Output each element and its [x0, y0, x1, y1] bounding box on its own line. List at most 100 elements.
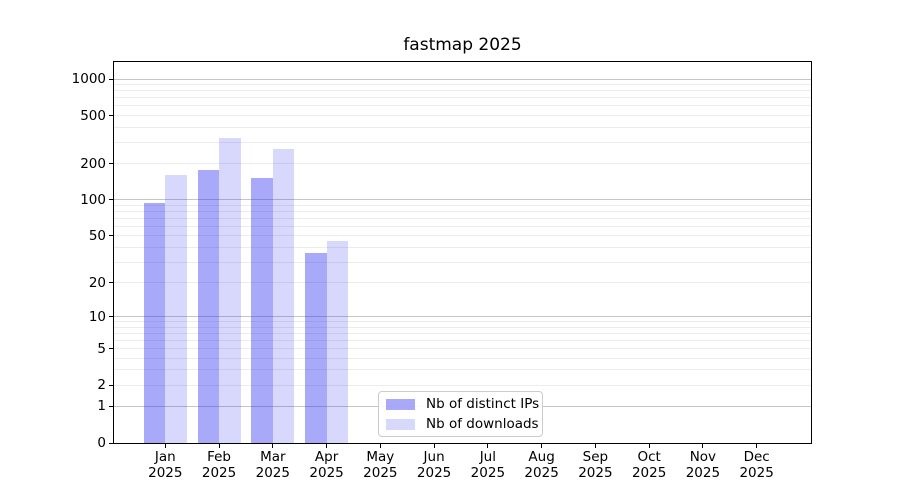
y-gridline-minor [114, 84, 811, 86]
x-tick-month: May [366, 449, 395, 465]
x-tick-year: 2025 [363, 464, 398, 481]
y-gridline-minor [114, 97, 811, 99]
y-gridline-minor [114, 126, 811, 128]
y-gridline-minor [114, 141, 811, 143]
chart-title: fastmap 2025 [403, 35, 522, 55]
y-gridline-major [114, 199, 811, 201]
y-tick-label: 20 [88, 274, 106, 291]
x-tick-month: Nov [689, 449, 717, 465]
y-tick-mark [109, 442, 113, 444]
y-gridline-minor [114, 384, 811, 386]
bar-distinct-ips [143, 202, 166, 443]
x-tick-year: 2025 [255, 464, 290, 481]
bar-downloads [219, 138, 241, 443]
legend-swatch-distinct-ips [386, 398, 415, 410]
y-tick-label: 1 [97, 398, 106, 415]
y-gridline-minor [114, 115, 811, 116]
y-tick-mark [109, 316, 113, 318]
y-gridline-minor [114, 90, 811, 92]
y-tick-label: 2 [97, 377, 106, 394]
bar-downloads [165, 174, 187, 443]
bar-downloads [272, 149, 295, 443]
y-gridline-minor [114, 225, 811, 227]
x-tick-mark [648, 444, 650, 448]
x-tick-label: Apr 2025 [297, 449, 357, 481]
y-tick-mark [109, 235, 113, 237]
legend: Nb of distinct IPs Nb of downloads [378, 391, 543, 437]
x-tick-mark [326, 444, 328, 448]
x-tick-year: 2025 [524, 464, 559, 481]
x-tick-label: Aug 2025 [512, 449, 572, 481]
y-tick-mark [109, 384, 113, 386]
y-gridline-minor [114, 235, 811, 237]
x-tick-month: Feb [207, 449, 231, 465]
x-tick-mark [218, 444, 220, 448]
legend-row-downloads: Nb of downloads [386, 415, 542, 432]
y-tick-mark [109, 115, 113, 116]
y-gridline-minor [114, 321, 811, 323]
x-tick-mark [433, 444, 435, 448]
y-tick-label: 0 [97, 435, 106, 451]
y-tick-label: 1000 [71, 71, 106, 88]
x-tick-mark [756, 444, 758, 448]
x-tick-label: Oct 2025 [619, 449, 679, 481]
x-tick-month: Jan [154, 449, 176, 465]
y-gridline-minor [114, 105, 811, 107]
x-tick-month: Apr [314, 449, 339, 465]
legend-swatch-downloads [386, 418, 415, 430]
bar-downloads [326, 241, 349, 443]
plot-area [113, 61, 812, 444]
x-tick-mark [594, 444, 596, 448]
y-gridline-minor [114, 339, 811, 341]
x-tick-month: Dec [743, 449, 770, 465]
x-tick-label: Sep 2025 [565, 449, 625, 481]
y-tick-mark [109, 348, 113, 350]
x-tick-label: Feb 2025 [189, 449, 249, 481]
y-tick-label: 5 [97, 340, 106, 357]
x-tick-label: Jul 2025 [458, 449, 518, 481]
y-gridline-minor [114, 211, 811, 212]
x-tick-mark [702, 444, 704, 448]
y-tick-mark [109, 405, 113, 407]
y-tick-mark [109, 282, 113, 284]
y-gridline-minor [114, 332, 811, 334]
x-tick-month: Jun [423, 449, 445, 465]
y-gridline-minor [114, 246, 811, 248]
y-tick-mark [109, 199, 113, 201]
y-gridline-minor [114, 357, 811, 359]
y-tick-mark [109, 78, 113, 80]
x-tick-year: 2025 [148, 464, 183, 481]
plot-content [114, 62, 811, 443]
y-gridline-major [114, 316, 811, 318]
y-gridline-minor [114, 261, 811, 263]
x-tick-month: Jul [479, 449, 496, 465]
x-tick-month: Aug [528, 449, 555, 465]
x-tick-label: May 2025 [350, 449, 410, 481]
x-tick-year: 2025 [685, 464, 721, 481]
x-tick-year: 2025 [631, 464, 667, 481]
y-gridline-minor [114, 369, 811, 371]
x-tick-label: Nov 2025 [673, 449, 733, 481]
x-tick-month: Oct [637, 449, 661, 465]
y-gridline-minor [114, 217, 811, 219]
y-tick-label: 500 [80, 107, 106, 124]
y-gridline-minor [114, 348, 811, 350]
y-tick-label: 100 [80, 191, 106, 208]
y-gridline-minor [114, 282, 811, 284]
bar-distinct-ips [197, 170, 220, 443]
x-tick-label: Jan 2025 [135, 449, 195, 481]
y-gridline-minor [114, 326, 811, 328]
x-tick-year: 2025 [201, 464, 237, 481]
x-tick-mark [487, 444, 489, 448]
x-tick-year: 2025 [309, 464, 344, 481]
x-tick-year: 2025 [470, 464, 506, 481]
x-tick-label: Dec 2025 [727, 449, 787, 481]
legend-label-downloads: Nb of downloads [426, 415, 539, 432]
bar-distinct-ips [251, 177, 273, 443]
x-tick-month: Mar [260, 449, 286, 465]
y-tick-mark [109, 163, 113, 165]
x-tick-label: Mar 2025 [243, 449, 303, 481]
x-tick-mark [164, 444, 166, 448]
x-tick-mark [272, 444, 274, 448]
